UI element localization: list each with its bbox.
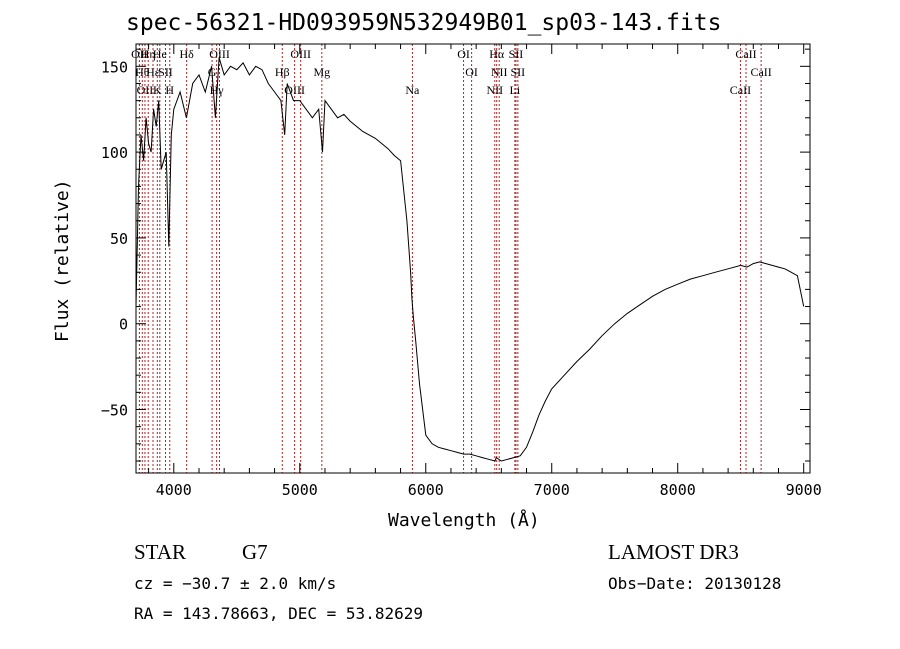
line-marker-label: CaII bbox=[750, 65, 771, 79]
line-marker-label: CaII bbox=[730, 83, 751, 97]
line-marker-label: OIII bbox=[284, 83, 305, 97]
y-tick-label: 150 bbox=[101, 58, 128, 76]
line-marker-label: Hγ bbox=[210, 83, 225, 97]
line-marker-label: Na bbox=[405, 83, 420, 97]
line-marker-label: CaII bbox=[735, 47, 756, 61]
line-marker-label: OIII bbox=[290, 47, 311, 61]
x-tick-label: 7000 bbox=[534, 481, 570, 499]
line-marker-label: K bbox=[153, 83, 162, 97]
chart-title: spec-56321-HD093959N532949B01_sp03-143.f… bbox=[126, 10, 722, 36]
coordinates: RA = 143.78663, DEC = 53.82629 bbox=[134, 604, 423, 623]
y-tick-label: 100 bbox=[101, 144, 128, 162]
spectral-subclass: G7 bbox=[242, 540, 268, 564]
line-marker-label: OI bbox=[457, 47, 470, 61]
obs-date: Obs−Date: 20130128 bbox=[608, 574, 782, 593]
x-tick-label: 8000 bbox=[660, 481, 696, 499]
line-marker-label: OI bbox=[465, 65, 478, 79]
x-axis-label: Wavelength (Å) bbox=[388, 510, 540, 531]
line-marker-label: Hα bbox=[489, 47, 505, 61]
line-marker-label: SII bbox=[509, 47, 524, 61]
line-marker-label: Mg bbox=[313, 65, 330, 79]
line-marker-label: OII bbox=[137, 83, 154, 97]
y-axis-label: Flux (relative) bbox=[52, 179, 73, 342]
y-tick-label: 50 bbox=[110, 230, 128, 248]
line-marker-label: OIII bbox=[209, 47, 230, 61]
line-marker-label: NII bbox=[491, 65, 508, 79]
survey-name: LAMOST DR3 bbox=[608, 540, 739, 564]
plot-frame bbox=[135, 43, 811, 474]
x-tick-label: 6000 bbox=[408, 481, 444, 499]
line-marker-label: H bbox=[165, 83, 174, 97]
line-marker-label: Hε bbox=[146, 65, 160, 79]
y-tick-label: −50 bbox=[101, 402, 128, 420]
line-marker-label: Hθ bbox=[135, 65, 150, 79]
line-marker-label: Li bbox=[509, 83, 520, 97]
line-marker-label: He bbox=[153, 47, 167, 61]
line-marker-label: Hδ bbox=[179, 47, 194, 61]
y-tick-label: 0 bbox=[119, 316, 128, 334]
redshift-text: cz = −30.7 ± 2.0 km/s bbox=[134, 574, 337, 593]
line-marker-label: SII bbox=[158, 65, 173, 79]
spectrum-line bbox=[135, 57, 805, 462]
x-tick-label: 4000 bbox=[156, 481, 192, 499]
line-marker-label: OII bbox=[131, 47, 148, 61]
line-marker-label: G bbox=[208, 65, 217, 79]
object-class: STAR bbox=[134, 540, 186, 564]
x-tick-label: 9000 bbox=[786, 481, 822, 499]
line-marker-label: SII bbox=[511, 65, 526, 79]
line-marker-label: NII bbox=[486, 83, 503, 97]
line-marker-label: Hη bbox=[141, 47, 156, 61]
line-marker-label: Hβ bbox=[275, 65, 290, 79]
x-tick-label: 5000 bbox=[282, 481, 318, 499]
